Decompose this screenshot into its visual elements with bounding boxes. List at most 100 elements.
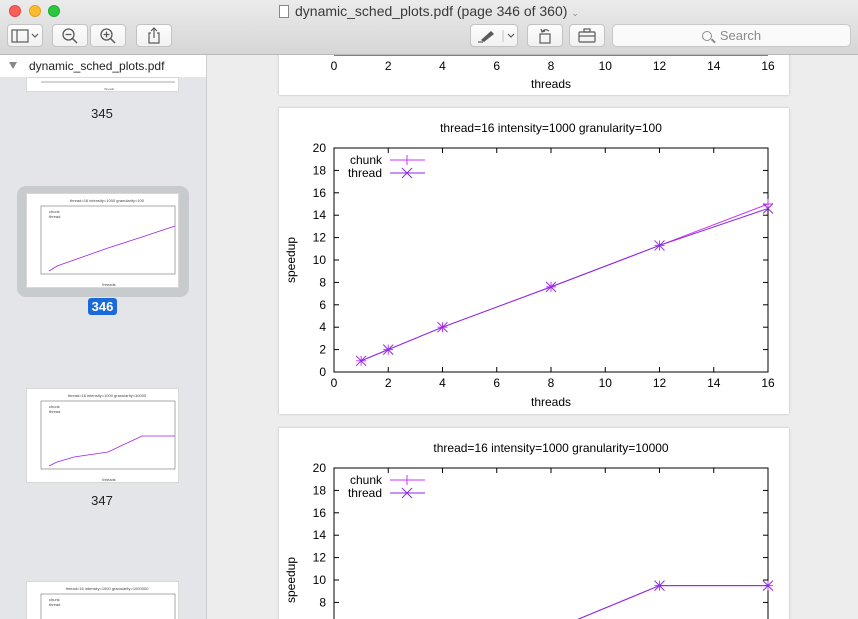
page-number-346[interactable]: 346	[88, 298, 117, 315]
chart346-series-thread-line	[360, 208, 769, 362]
thumbnail-348-preview: thread=16 intensity=1000 granularity=100…	[40, 586, 176, 619]
chart346-legend-chunk: chunk	[350, 153, 383, 167]
chart346-y-tick-label: 2	[319, 343, 326, 357]
svg-text:chunk: chunk	[49, 597, 60, 602]
zoom-in-button[interactable]	[90, 24, 126, 47]
chart346-thread-point	[654, 240, 665, 251]
chart347-y-tick-label: 18	[313, 483, 327, 497]
prev-x-tick-label: 4	[439, 59, 446, 73]
page-number-345[interactable]: 345	[91, 106, 113, 121]
sidebar-document-header[interactable]: dynamic_sched_plots.pdf	[0, 55, 206, 77]
document-view[interactable]: 0 2 4 6 8 10 12 14 16 threads thread=16 intensity…	[208, 55, 858, 619]
search-field[interactable]: Search	[612, 24, 851, 47]
title-chevron-down-icon[interactable]: ⌄	[571, 8, 579, 18]
prev-x-tick-label: 12	[653, 59, 667, 73]
search-icon	[701, 30, 712, 41]
share-button[interactable]	[136, 24, 172, 47]
chart347-y-axis-label: speedup	[284, 557, 298, 603]
rotate-button[interactable]	[527, 24, 563, 47]
zoom-out-button[interactable]	[52, 24, 88, 47]
chart347-legend-thread-marker	[401, 487, 413, 499]
speedup-chart-347: thread=16 intensity=1000 granularity=100…	[284, 441, 774, 619]
thumbnail-347-preview: thread=16 intensity=1000 granularity=100…	[40, 393, 176, 482]
window-title-text: dynamic_sched_plots.pdf (page 346 of 360…	[295, 3, 568, 19]
zoom-out-icon	[62, 27, 78, 44]
chart346-y-tick-label: 18	[313, 163, 327, 177]
chart346-y-tick-label: 20	[313, 141, 327, 155]
disclosure-triangle-icon[interactable]	[9, 62, 17, 69]
thumbnail-page-347[interactable]: thread=16 intensity=1000 granularity=100…	[26, 388, 179, 483]
chart347-legend-chunk: chunk	[350, 473, 383, 487]
thumbnail-page-348[interactable]: thread=16 intensity=1000 granularity=100…	[26, 581, 179, 619]
chart346-plot-frame	[333, 147, 769, 373]
sidebar-icon	[11, 28, 39, 43]
chart347-legend-thread: thread	[348, 486, 382, 500]
share-icon	[148, 26, 160, 44]
chart347-thread-point	[654, 580, 665, 591]
chart346-y-tick-label: 12	[313, 231, 327, 245]
prev-x-tick-label: 8	[548, 59, 555, 73]
chart346-thread-point	[545, 281, 557, 293]
markup-button[interactable]	[470, 24, 518, 47]
svg-text:thread: thread	[49, 602, 60, 607]
svg-text:thread=16 intensity=1000 granu: thread=16 intensity=1000 granularity=100	[70, 198, 145, 203]
page-345-chart-bottom: 0 2 4 6 8 10 12 14 16 threads	[331, 55, 775, 91]
thumbnail-page-345[interactable]: threads	[26, 77, 179, 92]
chart346-thread-point	[437, 321, 448, 333]
chart346-y-tick-label: 16	[313, 186, 327, 200]
svg-text:thread=16 intensity=1000 granu: thread=16 intensity=1000 granularity=100…	[66, 586, 150, 591]
thumbnail-page-346[interactable]: thread=16 intensity=1000 granularity=100…	[26, 193, 179, 288]
zoom-in-icon	[100, 27, 116, 44]
pdf-page-346: thread=16 intensity=1000 granularity=100…	[279, 108, 789, 414]
sidebar-document-name: dynamic_sched_plots.pdf	[29, 59, 165, 73]
chart346-x-tick-label: 4	[439, 376, 446, 390]
speedup-chart-346: thread=16 intensity=1000 granularity=100…	[284, 121, 775, 409]
prev-x-tick-label: 10	[599, 59, 613, 73]
chart346-x-tick-label: 0	[331, 376, 338, 390]
thumbnail-sidebar: dynamic_sched_plots.pdf threads 345 thre…	[0, 55, 207, 619]
chart346-thread-point	[762, 203, 774, 214]
chart346-x-axis-label: threads	[531, 395, 571, 409]
prev-x-tick-label: 6	[493, 59, 500, 73]
chart347-y-tick-label: 6	[319, 618, 326, 619]
pdf-page-345: 0 2 4 6 8 10 12 14 16 threads	[279, 55, 789, 95]
toolbox-button[interactable]	[569, 24, 605, 47]
chart346-y-axis-label: speedup	[284, 237, 298, 283]
chart346-y-tick-label: 14	[313, 208, 327, 222]
svg-text:threads: threads	[104, 87, 115, 91]
page-number-347[interactable]: 347	[91, 493, 113, 508]
chart346-thread-point	[355, 355, 367, 367]
chart346-y-tick-label: 6	[319, 298, 326, 312]
prev-x-tick-label: 16	[761, 59, 775, 73]
chart346-x-tick-label: 2	[385, 376, 392, 390]
prev-x-axis-label: threads	[531, 77, 571, 91]
pdf-page-347: thread=16 intensity=1000 granularity=100…	[279, 428, 789, 619]
chart347-y-tick-label: 16	[313, 506, 327, 520]
chart346-x-tick-label: 14	[707, 376, 721, 390]
zoom-window-button[interactable]	[48, 5, 60, 17]
chart346-x-tick-label: 16	[761, 376, 775, 390]
svg-text:chunk: chunk	[49, 404, 60, 409]
prev-x-tick-label: 2	[385, 59, 392, 73]
minimize-window-button[interactable]	[29, 5, 41, 17]
chart346-title: thread=16 intensity=1000 granularity=100	[440, 121, 662, 135]
chart347-y-tick-label: 14	[313, 528, 327, 542]
thumbnail-346-preview: thread=16 intensity=1000 granularity=100…	[40, 198, 176, 287]
chart347-y-tick-label: 10	[313, 573, 327, 587]
svg-text:chunk: chunk	[49, 209, 60, 214]
prev-x-tick-label: 0	[331, 59, 338, 73]
sidebar-toggle-button[interactable]	[7, 24, 43, 47]
pen-markup-icon	[478, 29, 515, 43]
close-window-button[interactable]	[9, 5, 21, 17]
svg-text:threads: threads	[102, 282, 115, 287]
chart346-x-tick-label: 10	[599, 376, 613, 390]
chart346-thread-point	[382, 344, 394, 355]
chart347-y-tick-label: 12	[313, 551, 327, 565]
svg-text:thread=16 intensity=1000 granu: thread=16 intensity=1000 granularity=100…	[68, 393, 147, 398]
pdf-document-icon	[279, 5, 290, 18]
chart347-plot-frame	[333, 467, 769, 619]
chart346-chunk-point	[763, 199, 773, 209]
chart347-series-chunk-line	[577, 585, 768, 619]
rotate-icon	[539, 28, 551, 44]
window-toolbar: dynamic_sched_plots.pdf (page 346 of 360…	[0, 0, 858, 55]
